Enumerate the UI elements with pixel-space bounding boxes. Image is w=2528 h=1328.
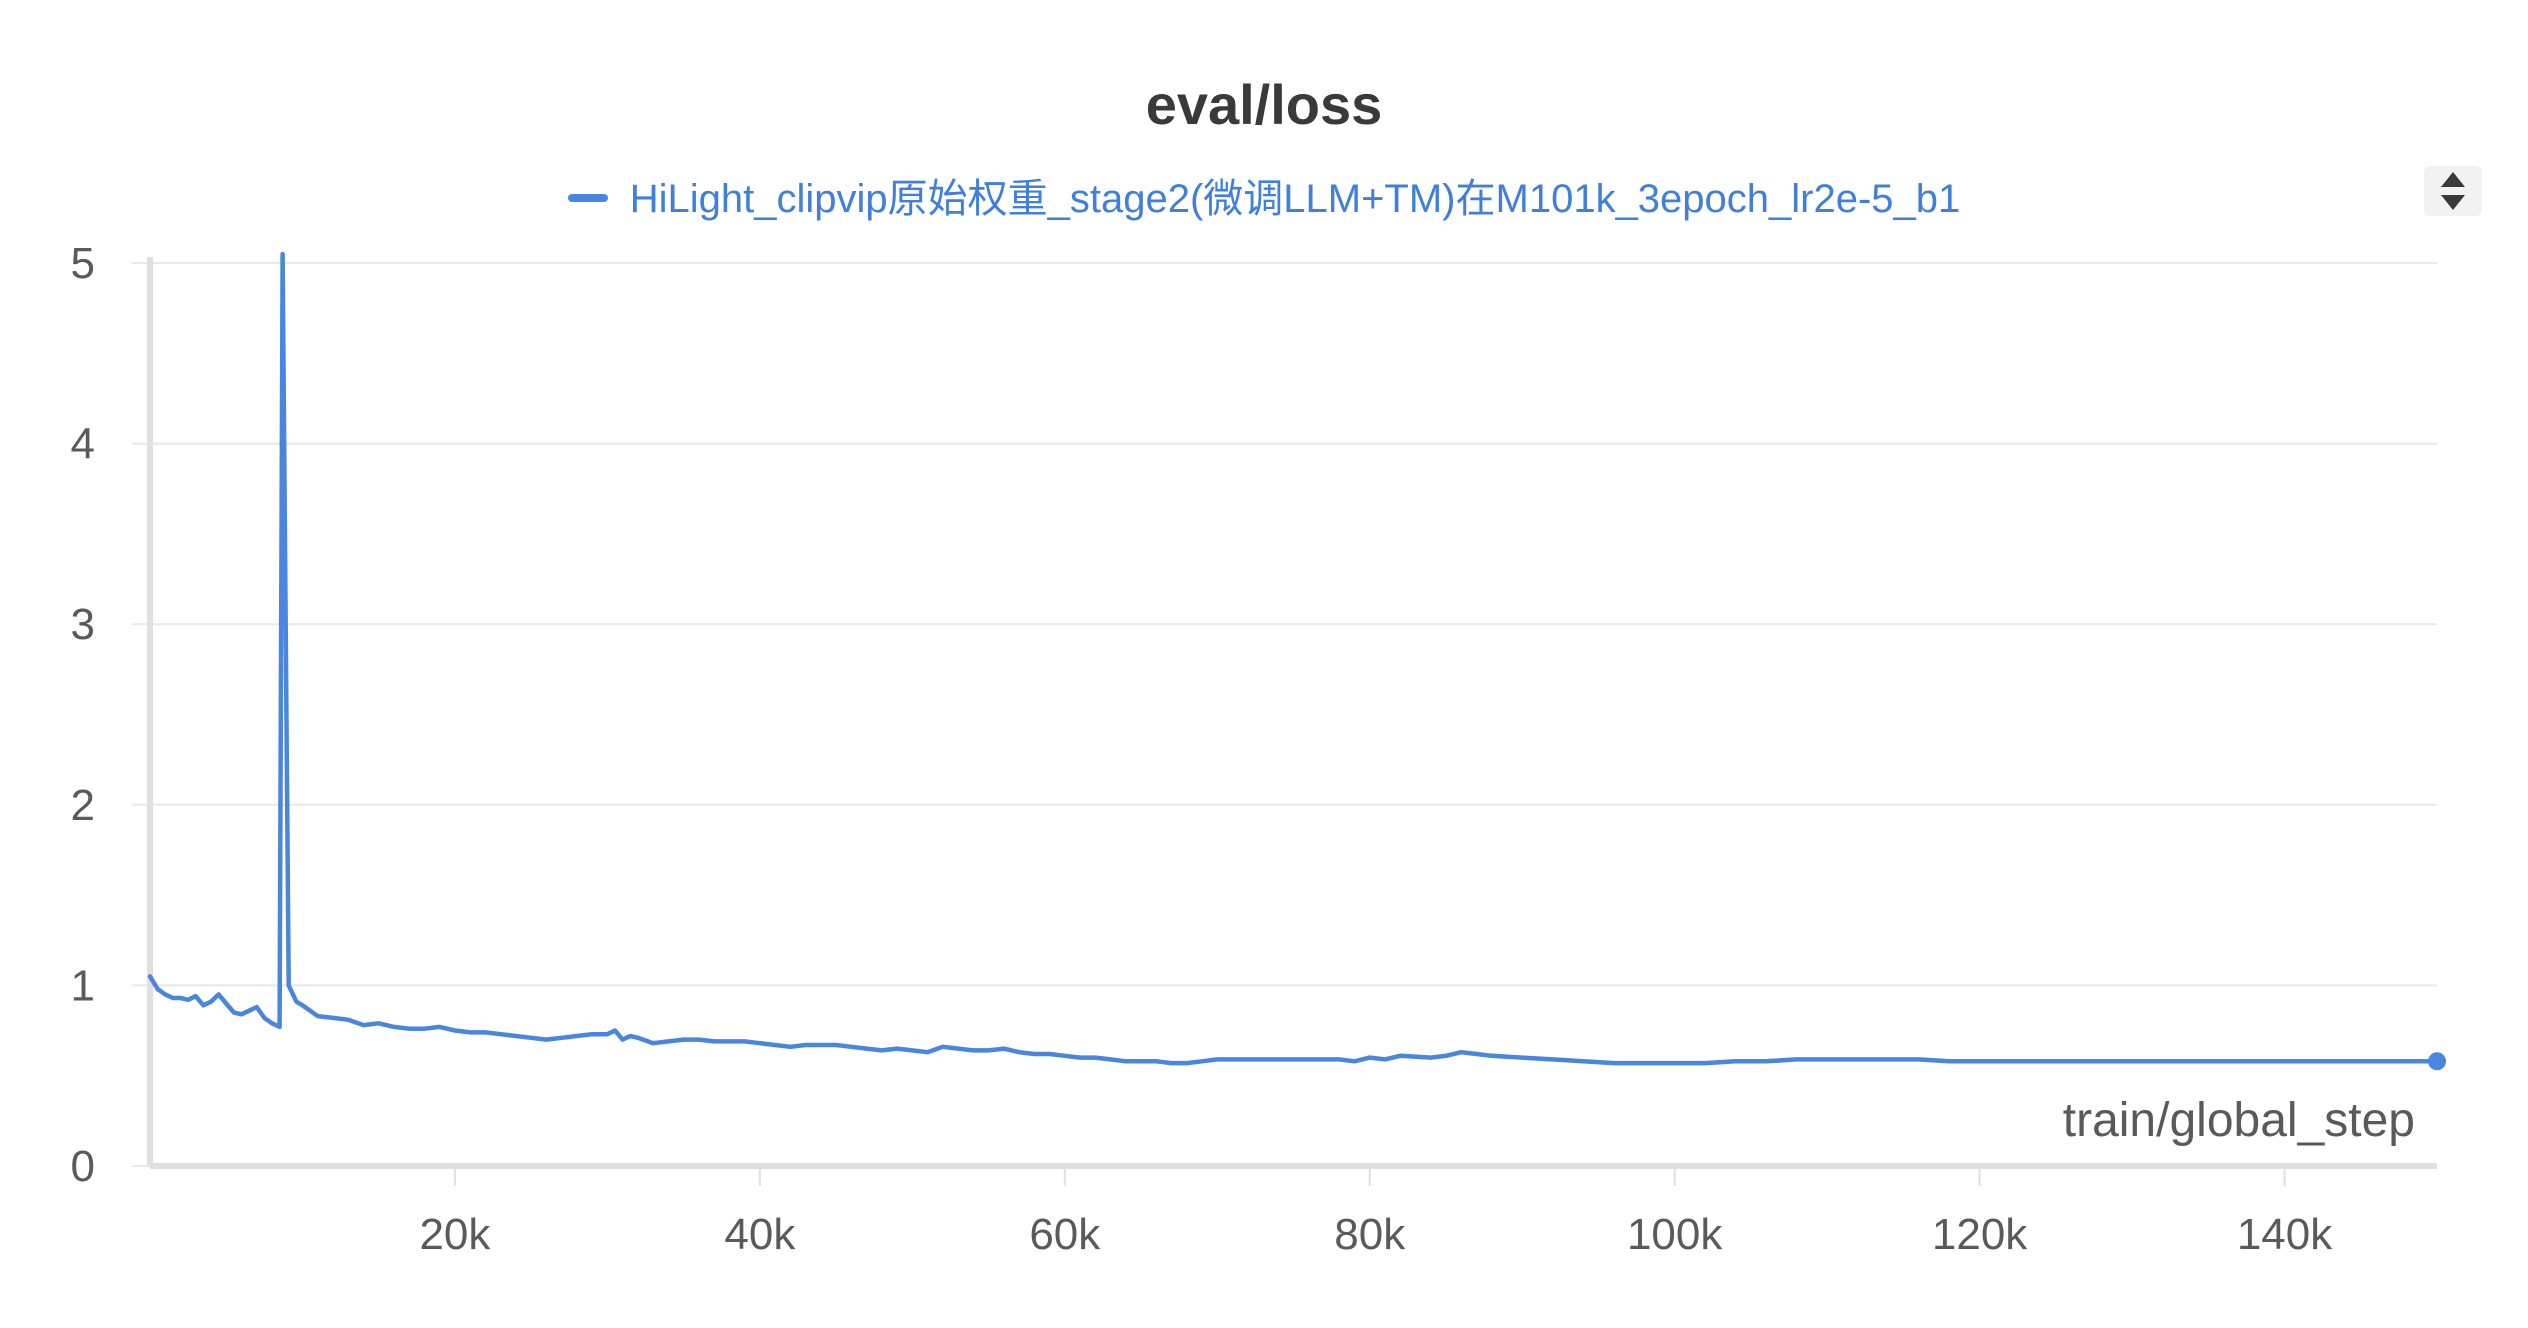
sort-up-down-icon — [2441, 172, 2465, 210]
y-tick-label: 3 — [71, 600, 95, 649]
chart-title: eval/loss — [1145, 73, 1383, 136]
y-tick-label: 4 — [71, 420, 95, 469]
legend-scroll-button[interactable] — [2424, 166, 2482, 216]
x-tick-label: 40k — [724, 1210, 796, 1259]
x-tick-label: 80k — [1334, 1210, 1406, 1259]
x-tick-label: 140k — [2237, 1210, 2333, 1259]
series-line — [147, 251, 2440, 1066]
x-tick-label: 20k — [419, 1210, 491, 1259]
y-tick-label: 0 — [71, 1142, 95, 1191]
legend-swatch — [567, 194, 608, 203]
legend: HiLight_clipvip原始权重_stage2(微调LLM+TM)在M10… — [0, 166, 2528, 224]
x-tick-label: 120k — [1932, 1210, 2028, 1259]
x-axis-label: train/global_step — [2063, 1094, 2415, 1147]
x-tick-label: 100k — [1627, 1210, 1723, 1259]
y-tick-label: 2 — [71, 781, 95, 830]
y-tick-label: 1 — [71, 961, 95, 1010]
x-tick-label: 60k — [1029, 1210, 1101, 1259]
y-tick-label: 5 — [71, 239, 95, 288]
legend-label: HiLight_clipvip原始权重_stage2(微调LLM+TM)在M10… — [629, 177, 1961, 221]
series-end-point — [2428, 1052, 2446, 1071]
